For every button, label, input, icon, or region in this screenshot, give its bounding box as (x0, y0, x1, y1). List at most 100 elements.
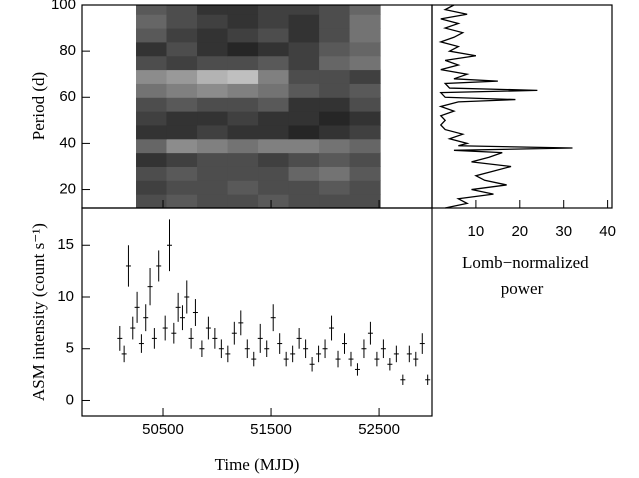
heat-cell (288, 166, 320, 181)
heat-cell (258, 83, 290, 98)
heat-cell (349, 194, 381, 209)
heat-cell (227, 138, 259, 154)
heat-cell (136, 41, 167, 57)
heat-cell (227, 166, 259, 181)
heat-cell (136, 83, 167, 98)
heat-cell (166, 124, 198, 140)
heat-cell (288, 152, 320, 167)
heat-cell (288, 194, 320, 209)
x-tick-label: 10 (468, 223, 485, 240)
heat-cell (166, 5, 198, 15)
y-tick-label: 15 (57, 236, 74, 253)
heat-cell (136, 97, 167, 112)
heat-cell (258, 14, 290, 29)
heat-cell (319, 194, 351, 209)
heat-cell (197, 111, 229, 126)
heat-cell (258, 5, 290, 15)
heat-cell (288, 14, 320, 29)
heat-cell (319, 55, 351, 71)
heat-cell (349, 97, 381, 112)
heat-cell (227, 14, 259, 29)
y-tick-label: 100 (51, 0, 76, 13)
heat-cell (319, 180, 351, 195)
heat-cell (227, 28, 259, 43)
heat-cell (197, 138, 229, 154)
heat-cell (227, 152, 259, 167)
heat-cell (258, 97, 290, 112)
heat-cell (349, 41, 381, 57)
heat-cell (349, 124, 381, 140)
heat-cell (197, 83, 229, 98)
heat-cell (197, 41, 229, 57)
y-axis-label: ASM intensity (count s⁻¹) (29, 223, 48, 401)
heat-cell (166, 97, 198, 112)
x-tick-label: 30 (555, 223, 572, 240)
panel-frame (431, 4, 613, 209)
heat-cell (136, 124, 167, 140)
x-tick-label: 40 (599, 223, 616, 240)
heat-cell (349, 111, 381, 126)
heat-cell (319, 41, 351, 57)
x-tick-label: 20 (511, 223, 528, 240)
heat-cell (349, 5, 381, 15)
heat-cell (197, 152, 229, 167)
heat-cell (166, 28, 198, 43)
heat-cell (166, 152, 198, 167)
heat-cell (227, 83, 259, 98)
x-tick-label: 51500 (250, 421, 292, 438)
y-tick-label: 5 (66, 340, 74, 357)
heat-cell (288, 83, 320, 98)
heat-cell (197, 14, 229, 29)
y-tick-label: 10 (57, 288, 74, 305)
heat-cell (136, 5, 167, 15)
heat-cell (258, 180, 290, 195)
heat-cell (227, 194, 259, 209)
heat-cell (258, 111, 290, 126)
heat-cell (197, 5, 229, 15)
heat-cell (197, 55, 229, 71)
heat-cell (166, 14, 198, 29)
heat-cell (319, 5, 351, 15)
heat-cell (166, 69, 198, 84)
heat-cell (319, 152, 351, 167)
heat-cell (288, 41, 320, 57)
heat-cell (136, 111, 167, 126)
heat-cell (288, 5, 320, 15)
heat-cell (136, 166, 167, 181)
heat-cell (349, 166, 381, 181)
heat-cell (136, 55, 167, 71)
heat-cell (258, 69, 290, 84)
heat-cell (166, 194, 198, 209)
heat-cell (258, 28, 290, 43)
heat-cell (258, 194, 290, 209)
heat-cell (227, 55, 259, 71)
x-tick-label: 50500 (142, 421, 184, 438)
heat-cell (319, 111, 351, 126)
heat-cell (166, 166, 198, 181)
heat-cell (227, 5, 259, 15)
x-axis-label: Time (MJD) (215, 455, 300, 474)
heat-cell (166, 138, 198, 154)
heat-cell (319, 124, 351, 140)
heat-cell (258, 124, 290, 140)
heat-cell (227, 111, 259, 126)
heat-cell (258, 41, 290, 57)
heat-cell (319, 83, 351, 98)
y-tick-label: 60 (59, 88, 76, 105)
heat-cell (288, 69, 320, 84)
heat-cell (197, 166, 229, 181)
heat-cell (319, 138, 351, 154)
heat-cell (349, 138, 381, 154)
heat-cell (166, 55, 198, 71)
heat-cell (349, 180, 381, 195)
heat-cell (197, 97, 229, 112)
heat-cell (227, 180, 259, 195)
heat-cell (197, 28, 229, 43)
x-axis-label: Lomb−normalized power (462, 253, 589, 298)
heat-cell (288, 124, 320, 140)
heat-cell (197, 124, 229, 140)
heat-cell (288, 28, 320, 43)
heat-cell (166, 180, 198, 195)
heat-cell (136, 14, 167, 29)
heat-cell (349, 14, 381, 29)
